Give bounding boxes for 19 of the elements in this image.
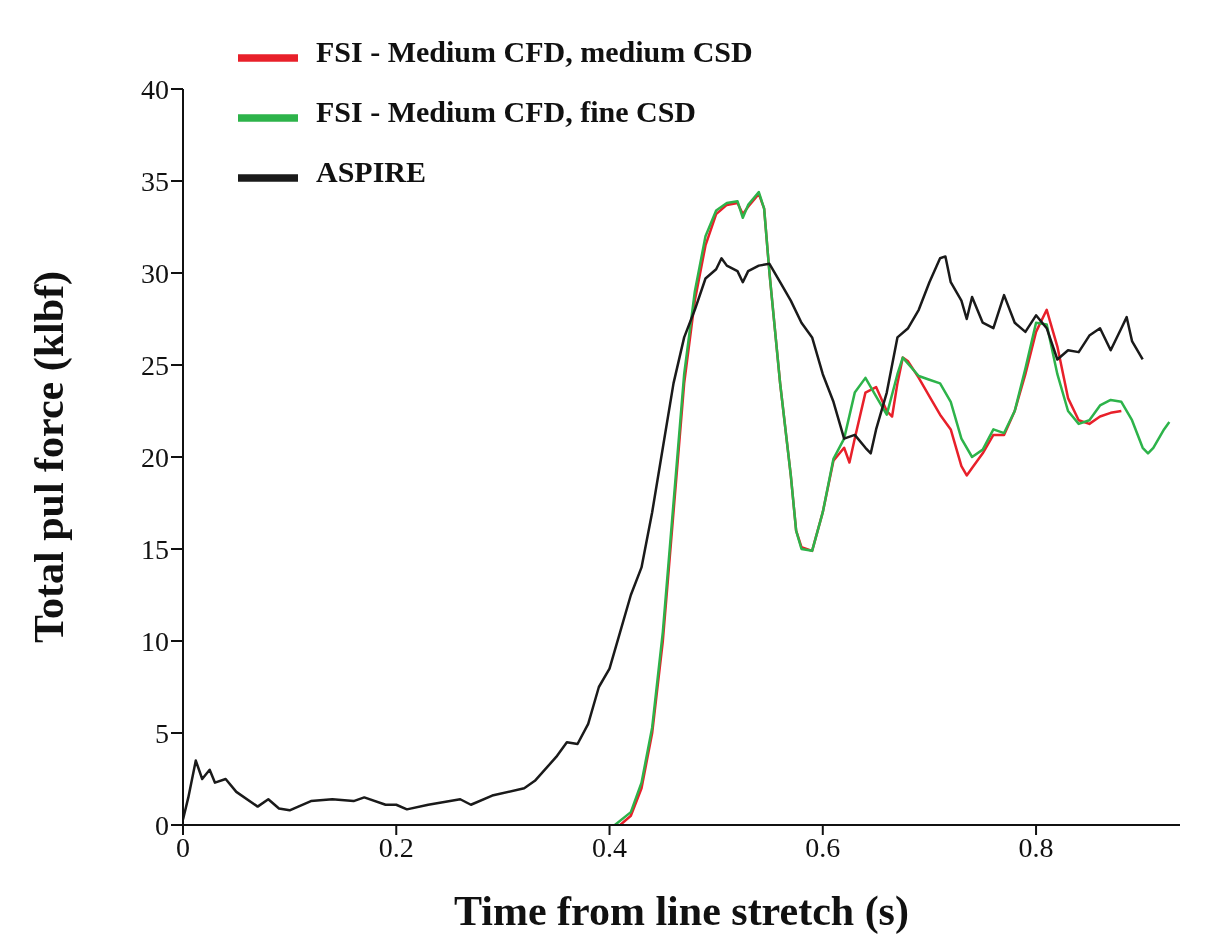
- x-tick-label: 0.6: [805, 831, 841, 863]
- x-axis-title: Time from line stretch (s): [454, 888, 909, 935]
- y-tick-label: 0: [155, 809, 169, 841]
- x-tick-label: 0: [176, 831, 190, 863]
- x-tick-label: 0.2: [378, 831, 414, 863]
- y-tick-label: 15: [141, 533, 169, 565]
- y-tick-label: 20: [141, 441, 169, 473]
- x-tick-label: 0.4: [592, 831, 628, 863]
- legend-label: FSI - Medium CFD, medium CSD: [316, 34, 753, 68]
- y-tick-label: 30: [141, 257, 169, 289]
- y-tick-label: 5: [155, 717, 169, 749]
- legend-label: FSI - Medium CFD, fine CSD: [316, 94, 696, 128]
- x-tick-label: 0.8: [1018, 831, 1054, 863]
- y-tick-label: 40: [141, 73, 169, 105]
- y-tick-label: 35: [141, 165, 169, 197]
- y-tick-label: 25: [141, 349, 169, 381]
- y-tick-label: 10: [141, 625, 169, 657]
- legend-label: ASPIRE: [316, 154, 427, 188]
- y-axis-title: Total pul force (klbf): [25, 270, 73, 644]
